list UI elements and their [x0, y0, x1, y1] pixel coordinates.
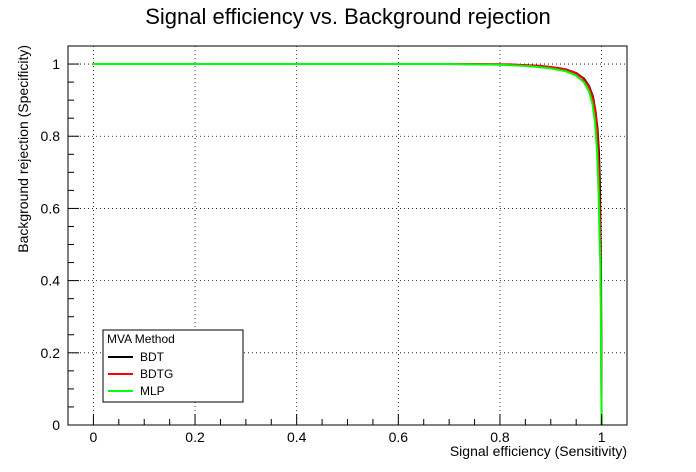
series-lines	[93, 63, 603, 426]
y-tick-label: 1	[52, 56, 60, 72]
legend-entries: BDT BDTG MLP	[108, 350, 173, 398]
x-axis-label: Signal efficiency (Sensitivity)	[450, 443, 627, 459]
x-tick-label: 0.6	[389, 429, 409, 445]
y-tick-label: 0.8	[41, 128, 61, 144]
x-tick-label: 0.8	[490, 429, 510, 445]
axis-ticks: 0 0.2 0.4 0.6 0.8 1 0 0.2 0.4 0.6 0.8 1	[41, 56, 606, 445]
legend-label-mlp: MLP	[140, 384, 165, 398]
y-tick-label: 0.4	[41, 273, 61, 289]
legend-label-bdt: BDT	[140, 350, 165, 364]
x-tick-label: 0.2	[185, 429, 205, 445]
legend-title: MVA Method	[107, 332, 175, 346]
chart-title: Signal efficiency vs. Background rejecti…	[145, 4, 551, 29]
legend-label-bdtg: BDTG	[140, 367, 173, 381]
legend: MVA Method BDT BDTG MLP	[102, 329, 244, 403]
x-tick-label: 1	[598, 429, 606, 445]
y-tick-label: 0.6	[41, 200, 61, 216]
y-tick-label: 0.2	[41, 345, 61, 361]
y-axis-label: Background rejection (Specificity)	[15, 45, 31, 253]
x-tick-label: 0.4	[287, 429, 307, 445]
y-tick-label: 0	[52, 417, 60, 433]
x-tick-label: 0	[90, 429, 98, 445]
series-line-mlp	[93, 63, 603, 426]
